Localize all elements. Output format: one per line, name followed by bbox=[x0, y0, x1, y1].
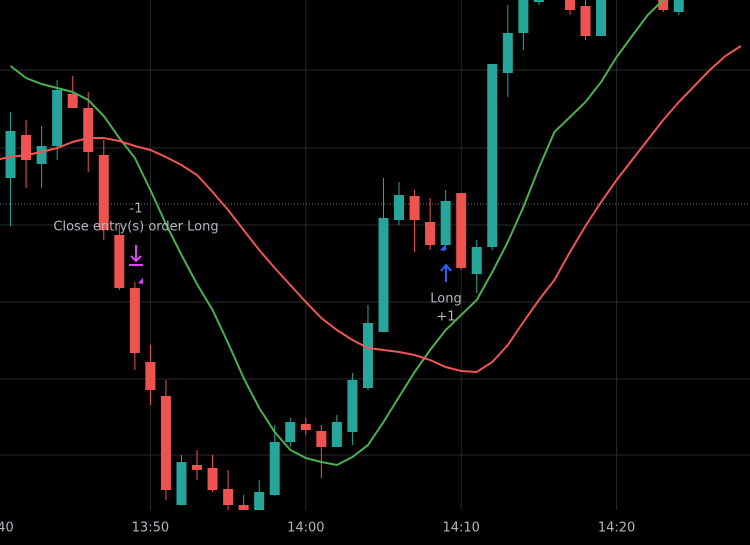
x-tick-label: 14:10 bbox=[442, 521, 479, 536]
candle-body bbox=[394, 195, 405, 220]
candle-body bbox=[471, 247, 482, 274]
plot-area bbox=[0, 0, 750, 510]
x-tick-label: 13:40 bbox=[0, 521, 14, 536]
signal-marker bbox=[440, 245, 445, 251]
candle-body bbox=[518, 0, 529, 33]
candle-body bbox=[98, 155, 109, 230]
candle-body bbox=[238, 505, 249, 510]
candle-body bbox=[564, 0, 575, 10]
candle-body bbox=[285, 422, 296, 442]
candle-body bbox=[176, 462, 187, 505]
candle-body bbox=[21, 135, 32, 160]
candle-body bbox=[114, 235, 125, 288]
x-tick-label: 14:00 bbox=[287, 521, 324, 536]
signal-label: Long bbox=[430, 292, 461, 307]
candle-body bbox=[362, 323, 373, 388]
candle-body bbox=[192, 465, 203, 470]
signal-arrow bbox=[129, 245, 143, 266]
candle-body bbox=[160, 396, 171, 490]
candle-body bbox=[596, 0, 607, 36]
candle-body bbox=[533, 0, 544, 2]
signal-arrow bbox=[440, 263, 452, 282]
candle-body bbox=[129, 288, 140, 353]
candle-body bbox=[347, 380, 358, 432]
candle-body bbox=[36, 146, 47, 164]
candle-body bbox=[658, 0, 669, 10]
candle-body bbox=[316, 431, 327, 447]
candle-body bbox=[223, 489, 234, 505]
candle-body bbox=[254, 492, 265, 510]
moving-average-line bbox=[0, 45, 742, 374]
signal-qty: +1 bbox=[436, 310, 455, 325]
candle-body bbox=[52, 90, 63, 146]
signal-marker bbox=[138, 278, 143, 284]
candle-body bbox=[207, 468, 218, 490]
candle-body bbox=[67, 94, 78, 108]
candle-body bbox=[440, 201, 451, 245]
x-tick-label: 14:20 bbox=[598, 521, 635, 536]
candle-body bbox=[409, 196, 420, 220]
candle-body bbox=[502, 33, 513, 73]
candle-body bbox=[580, 6, 591, 36]
candle-body bbox=[378, 218, 389, 332]
candle-body bbox=[673, 0, 684, 12]
candle-body bbox=[456, 193, 467, 268]
candle-body bbox=[83, 108, 94, 152]
candle-body bbox=[269, 442, 280, 495]
candle-body bbox=[145, 362, 156, 390]
signal-label: Close entry(s) order Long bbox=[53, 220, 218, 235]
x-tick-label: 13:50 bbox=[132, 521, 169, 536]
x-axis: 13:40 13:50 14:00 14:10 14:20 bbox=[0, 521, 635, 536]
candle-body bbox=[487, 64, 498, 247]
candle-body bbox=[300, 424, 311, 430]
candle-body bbox=[5, 131, 16, 178]
candle-body bbox=[331, 422, 342, 447]
candle-body bbox=[425, 222, 436, 245]
signal-qty: -1 bbox=[130, 202, 143, 217]
